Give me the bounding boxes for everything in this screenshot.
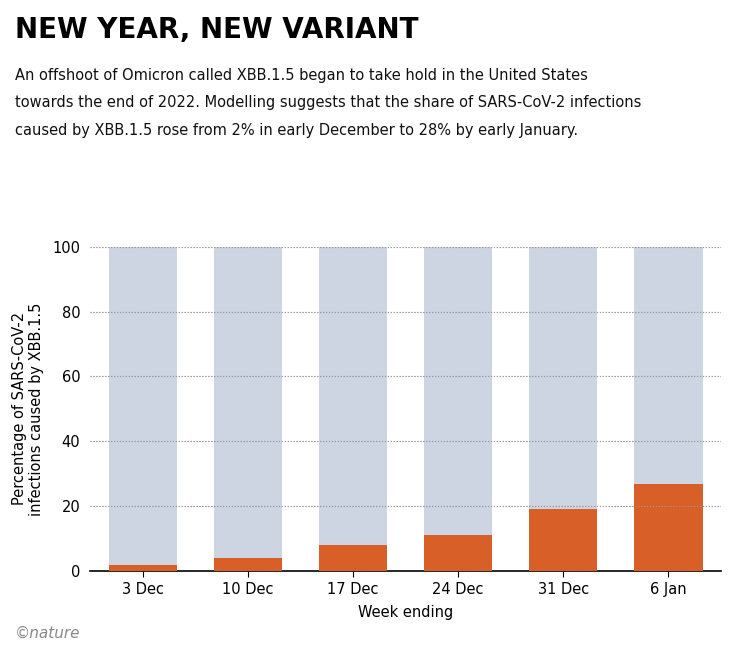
Y-axis label: Percentage of SARS-CoV-2
infections caused by XBB.1.5: Percentage of SARS-CoV-2 infections caus… bbox=[12, 302, 44, 515]
Bar bbox=[318, 247, 388, 571]
Text: caused by XBB.1.5 rose from 2% in early December to 28% by early January.: caused by XBB.1.5 rose from 2% in early … bbox=[15, 123, 578, 138]
Bar bbox=[424, 535, 493, 571]
Bar bbox=[424, 247, 493, 571]
Text: ©nature: ©nature bbox=[15, 626, 80, 641]
Bar bbox=[634, 484, 703, 571]
Text: towards the end of 2022. Modelling suggests that the share of SARS-CoV-2 infecti: towards the end of 2022. Modelling sugge… bbox=[15, 95, 641, 110]
Bar bbox=[213, 558, 282, 571]
Bar bbox=[213, 247, 282, 571]
Text: An offshoot of Omicron called XBB.1.5 began to take hold in the United States: An offshoot of Omicron called XBB.1.5 be… bbox=[15, 68, 588, 83]
Bar bbox=[529, 247, 598, 571]
Bar bbox=[108, 247, 177, 571]
X-axis label: Week ending: Week ending bbox=[358, 605, 453, 620]
Bar bbox=[529, 509, 598, 571]
Bar bbox=[108, 565, 177, 571]
Text: NEW YEAR, NEW VARIANT: NEW YEAR, NEW VARIANT bbox=[15, 16, 418, 44]
Bar bbox=[634, 247, 703, 571]
Bar bbox=[318, 545, 388, 571]
